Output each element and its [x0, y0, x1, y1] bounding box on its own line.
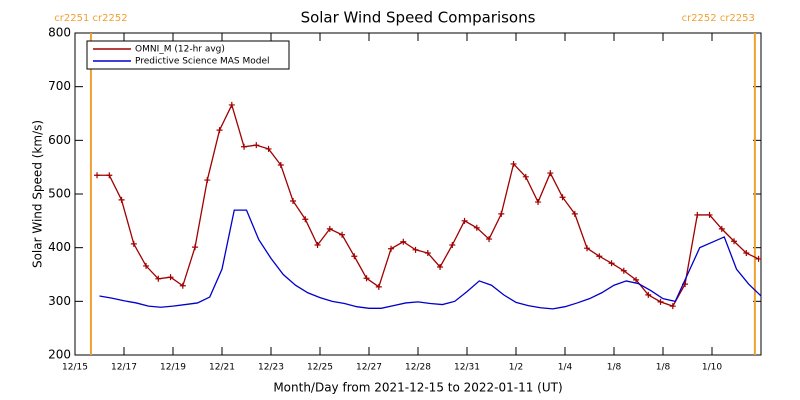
marker — [253, 142, 260, 149]
marker — [302, 216, 309, 223]
marker — [241, 143, 248, 150]
y-tick-label: 700 — [48, 79, 71, 93]
x-tick-label: 12/31 — [454, 363, 480, 373]
series-line — [99, 209, 762, 310]
marker — [424, 250, 431, 257]
y-tick-label: 400 — [48, 240, 71, 254]
x-axis-label: Month/Day from 2021-12-15 to 2022-01-11 … — [273, 381, 562, 395]
x-tick-label: 12/27 — [356, 363, 382, 373]
x-tick-label: 12/21 — [209, 363, 235, 373]
y-tick-label: 600 — [48, 133, 71, 147]
marker — [755, 255, 762, 262]
x-tick-label: 12/17 — [111, 363, 137, 373]
marker — [473, 224, 480, 231]
marker — [167, 274, 174, 281]
marker — [143, 262, 150, 269]
marker — [118, 196, 125, 203]
legend-box — [86, 40, 290, 70]
y-axis-label: Solar Wind Speed (km/s) — [31, 120, 45, 268]
marker — [620, 267, 627, 274]
marker — [375, 283, 382, 290]
x-tick-label: 12/23 — [258, 363, 284, 373]
x-tick-label: 1/2 — [509, 363, 523, 373]
y-tick-label: 300 — [48, 294, 71, 308]
marker — [669, 303, 676, 310]
marker — [326, 225, 333, 232]
y-tick-label: 500 — [48, 187, 71, 201]
marker — [584, 245, 591, 252]
marker — [461, 217, 468, 224]
marker — [449, 241, 456, 248]
annotation: cr2252 cr2253 — [682, 13, 755, 24]
marker — [339, 231, 346, 238]
marker — [290, 197, 297, 204]
marker — [314, 241, 321, 248]
legend-label: Predictive Science MAS Model — [135, 57, 270, 67]
x-tick-label: 12/19 — [160, 363, 186, 373]
marker — [706, 211, 713, 218]
marker — [718, 225, 725, 232]
annotation: cr2251 cr2252 — [54, 13, 127, 24]
x-tick-label: 12/25 — [307, 363, 333, 373]
marker — [204, 177, 211, 184]
marker — [388, 245, 395, 252]
y-tick-label: 800 — [48, 26, 71, 40]
marker — [608, 260, 615, 267]
marker — [130, 240, 137, 247]
x-tick-label: 1/8 — [656, 363, 671, 373]
marker — [486, 236, 493, 243]
chart-title: Solar Wind Speed Comparisons — [301, 9, 536, 27]
marker — [363, 275, 370, 282]
marker — [192, 244, 199, 251]
legend-label: OMNI_M (12-hr avg) — [135, 45, 225, 55]
marker — [743, 250, 750, 257]
marker — [351, 253, 358, 260]
marker — [94, 172, 101, 179]
marker — [277, 162, 284, 169]
marker — [216, 127, 223, 134]
x-tick-label: 1/8 — [607, 363, 622, 373]
marker — [400, 238, 407, 245]
marker — [596, 253, 603, 260]
marker — [535, 199, 542, 206]
marker — [155, 275, 162, 282]
marker — [657, 298, 664, 305]
x-tick-label: 1/10 — [702, 363, 722, 373]
marker — [547, 170, 554, 177]
marker — [559, 194, 566, 201]
marker — [498, 210, 505, 217]
marker — [106, 172, 113, 179]
marker — [437, 263, 444, 270]
marker — [412, 246, 419, 253]
x-tick-label: 12/28 — [405, 363, 431, 373]
y-tick-label: 200 — [48, 348, 71, 362]
marker — [265, 145, 272, 152]
x-tick-label: 1/4 — [558, 363, 573, 373]
marker — [731, 238, 738, 245]
marker — [571, 210, 578, 217]
x-tick-label: 12/15 — [62, 363, 88, 373]
marker — [633, 276, 640, 283]
marker — [510, 160, 517, 167]
marker — [179, 282, 186, 289]
marker — [522, 173, 529, 180]
marker — [228, 101, 235, 108]
marker — [694, 211, 701, 218]
marker — [645, 291, 652, 298]
